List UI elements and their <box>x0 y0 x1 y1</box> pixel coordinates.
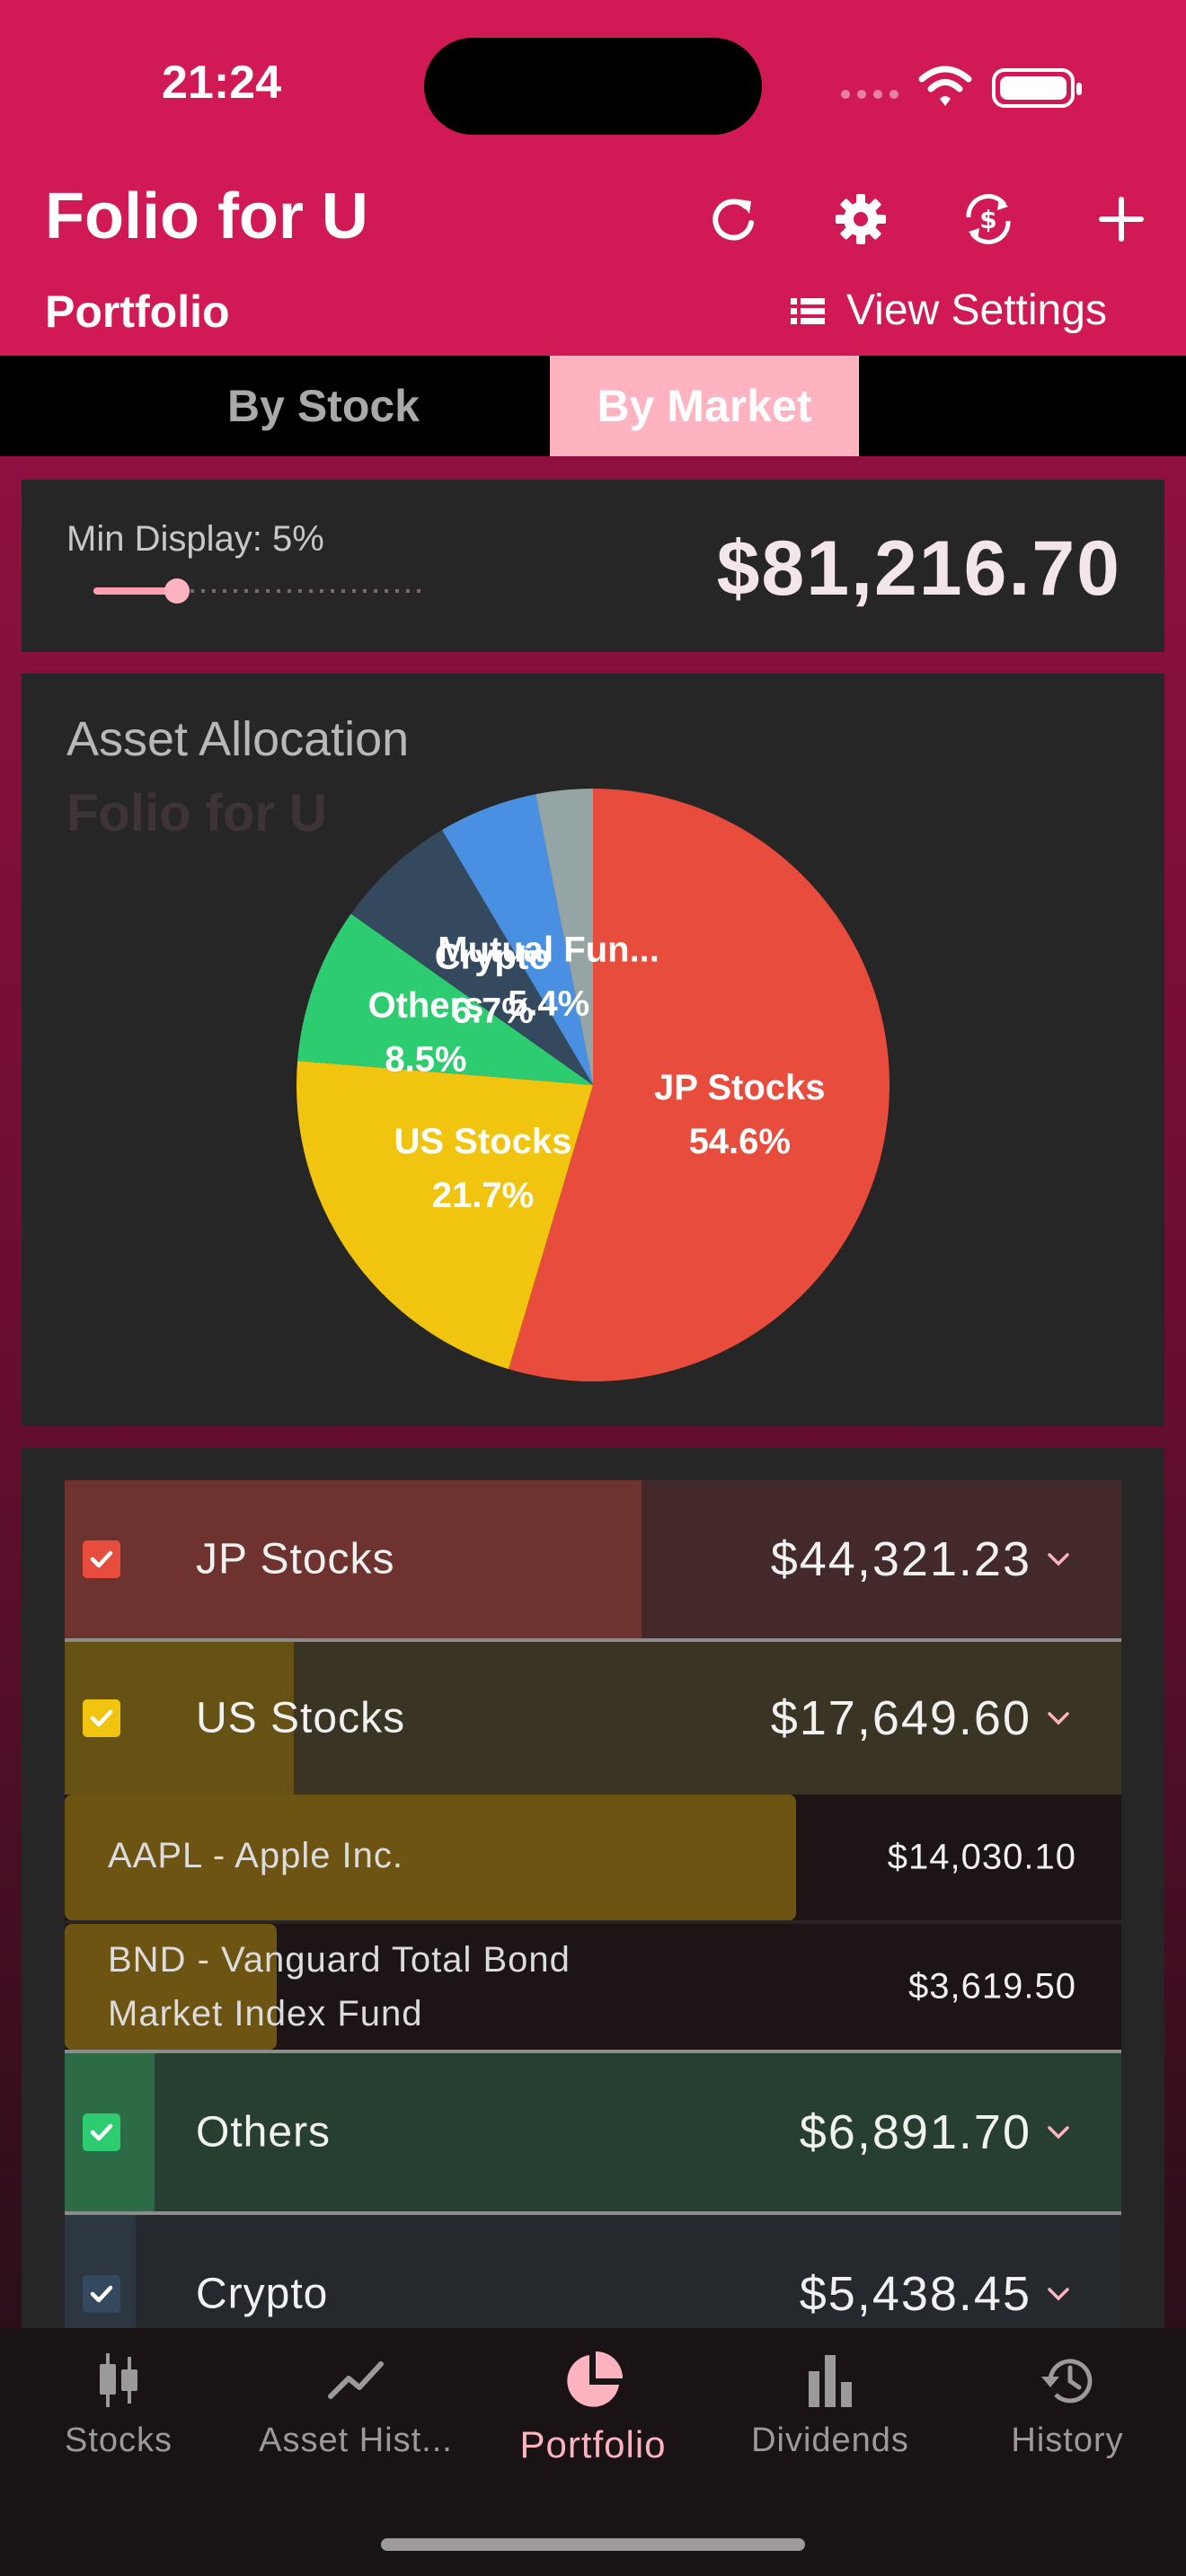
check-icon <box>90 1709 113 1727</box>
chevron-down-icon <box>1048 1553 1069 1566</box>
nav-asset-history[interactable]: Asset Hist... <box>237 2351 474 2460</box>
market-checkbox[interactable] <box>83 2275 120 2313</box>
market-row-us-stocks[interactable]: US Stocks $17,649.60 <box>65 1642 1121 1795</box>
market-checkbox[interactable] <box>83 1540 120 1578</box>
min-display-slider[interactable] <box>93 589 428 593</box>
market-share-bar <box>65 1480 642 1638</box>
slider-thumb[interactable] <box>164 578 190 604</box>
nav-label: Dividends <box>751 2422 909 2459</box>
nav-label: Portfolio <box>519 2423 667 2466</box>
pie-slice-percent: 21.7% <box>432 1176 534 1215</box>
pie-chart-icon <box>567 2351 623 2407</box>
refresh-icon[interactable] <box>704 190 762 248</box>
segment-tabs: By Stock By Market <box>0 356 1186 456</box>
holding-row-aapl[interactable]: AAPL - Apple Inc. $14,030.10 <box>65 1795 1121 1920</box>
pie-slice[interactable] <box>508 789 890 1381</box>
pie-slice-label: Others <box>367 985 483 1025</box>
pie-slice-percent: 6.7% <box>452 992 534 1031</box>
slider-fill <box>93 587 177 595</box>
pie-slice[interactable] <box>297 913 593 1085</box>
chevron-down-icon <box>1048 1712 1069 1725</box>
view-settings-label: View Settings <box>846 287 1107 334</box>
check-icon <box>90 1550 113 1568</box>
tab-by-stock[interactable]: By Stock <box>227 381 420 431</box>
holding-value: $3,619.50 <box>908 1966 1076 2007</box>
pie-slice[interactable] <box>350 829 593 1085</box>
gear-icon[interactable] <box>832 190 890 248</box>
market-row-others[interactable]: Others $6,891.70 <box>65 2053 1121 2211</box>
holding-share-bar <box>65 1795 796 1920</box>
summary-card <box>22 480 1164 652</box>
holding-name-line2: Market Index Fund <box>108 1994 423 2033</box>
row-divider <box>65 2211 1121 2215</box>
chart-watermark: Folio for U <box>66 784 327 842</box>
market-name: Others <box>196 2108 332 2157</box>
status-time: 21:24 <box>162 57 281 109</box>
plus-icon[interactable] <box>1093 190 1150 248</box>
market-value: $44,321.23 <box>770 1532 1031 1586</box>
pie-slice[interactable] <box>442 794 593 1085</box>
nav-label: History <box>1011 2422 1124 2459</box>
market-name: Crypto <box>196 2270 329 2318</box>
nav-history[interactable]: History <box>949 2351 1186 2460</box>
nav-portfolio[interactable]: Portfolio <box>474 2351 712 2466</box>
row-divider <box>65 2050 1121 2053</box>
nav-stocks[interactable]: Stocks <box>0 2351 237 2460</box>
pie-slice-percent: 5.4% <box>508 984 589 1024</box>
pie-slice-label: Mutual Fun... <box>438 931 659 970</box>
chevron-down-icon <box>1048 2288 1069 2301</box>
bar-chart-icon <box>809 2355 852 2407</box>
holding-name: AAPL - Apple Inc. <box>108 1836 404 1875</box>
holding-row-bnd[interactable]: BND - Vanguard Total Bond Market Index F… <box>65 1922 1121 2050</box>
market-value: $6,891.70 <box>799 2105 1031 2159</box>
view-settings-button[interactable]: View Settings <box>791 286 1107 335</box>
holding-share-bar <box>65 1924 277 2050</box>
row-divider <box>65 1638 1121 1642</box>
wifi-icon <box>918 66 972 106</box>
svg-text:$: $ <box>979 205 996 234</box>
history-icon <box>1041 2359 1093 2404</box>
pie-slice-percent: 8.5% <box>385 1039 466 1079</box>
holding-name: BND - Vanguard Total Bond <box>108 1940 571 1980</box>
home-indicator <box>381 2538 805 2551</box>
pie-slice-label: US Stocks <box>394 1122 572 1161</box>
market-row-jp-stocks[interactable]: JP Stocks $44,321.23 <box>65 1480 1121 1638</box>
battery-icon <box>992 68 1082 108</box>
bottom-navigation <box>0 2328 1186 2576</box>
pie-slice-label: Crypto <box>435 938 551 977</box>
signal-dots-icon <box>841 90 900 99</box>
page-subtitle: Portfolio <box>45 287 230 337</box>
market-checkbox[interactable] <box>83 2113 120 2151</box>
market-value: $17,649.60 <box>770 1691 1031 1745</box>
market-value: $5,438.45 <box>799 2267 1031 2321</box>
nav-label: Stocks <box>64 2422 173 2459</box>
check-icon <box>90 2285 113 2303</box>
nav-label: Asset Hist... <box>259 2422 453 2459</box>
line-chart-icon <box>328 2361 384 2399</box>
pie-slice-label: JP Stocks <box>654 1068 826 1107</box>
pie-slice[interactable] <box>296 1061 593 1370</box>
currency-exchange-icon[interactable]: $ <box>960 190 1017 248</box>
chevron-down-icon <box>1048 2126 1069 2139</box>
min-display-label: Min Display: 5% <box>66 519 324 559</box>
chart-title: Asset Allocation <box>66 712 410 766</box>
market-name: JP Stocks <box>196 1535 395 1584</box>
dynamic-island <box>424 38 762 135</box>
tab-by-market[interactable]: By Market <box>550 356 859 456</box>
market-checkbox[interactable] <box>83 1699 120 1737</box>
list-icon <box>791 297 825 324</box>
pie-slice-percent: 54.6% <box>689 1122 791 1161</box>
market-name: US Stocks <box>196 1694 406 1742</box>
pie-slice[interactable] <box>535 789 593 1085</box>
holding-value: $14,030.10 <box>887 1837 1076 1877</box>
candlestick-icon <box>100 2353 137 2407</box>
check-icon <box>90 2123 113 2141</box>
app-title: Folio for U <box>45 181 368 252</box>
nav-dividends[interactable]: Dividends <box>712 2351 949 2460</box>
total-value: $81,216.70 <box>716 525 1121 612</box>
